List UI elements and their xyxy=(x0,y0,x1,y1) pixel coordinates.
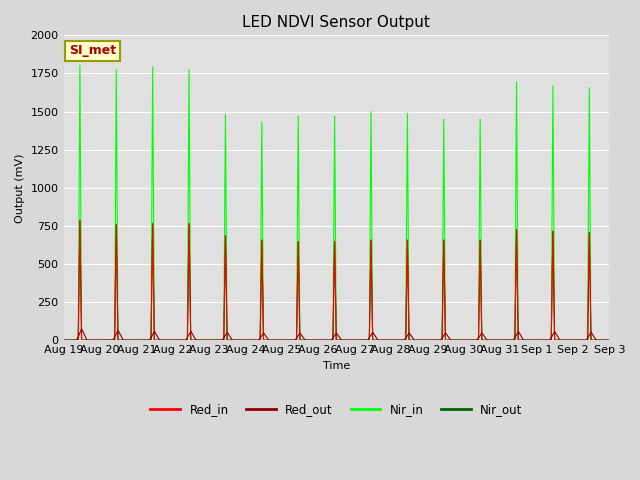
Nir_in xyxy=(177,337,184,343)
Red_in xyxy=(412,337,419,343)
Nir_out xyxy=(490,337,497,343)
Red_in xyxy=(605,337,613,343)
Nir_in xyxy=(412,337,419,343)
Nir_out xyxy=(60,337,67,343)
Red_in xyxy=(177,337,184,343)
Nir_out xyxy=(177,337,184,343)
Nir_out xyxy=(264,337,272,343)
Legend: Red_in, Red_out, Nir_in, Nir_out: Red_in, Red_out, Nir_in, Nir_out xyxy=(146,398,527,420)
Red_in xyxy=(76,218,84,224)
Nir_in xyxy=(60,337,67,343)
Red_out xyxy=(604,337,611,343)
Text: SI_met: SI_met xyxy=(69,45,116,58)
Line: Red_out: Red_out xyxy=(63,329,609,340)
Red_out xyxy=(264,336,272,342)
Red_in xyxy=(604,337,611,343)
Red_out xyxy=(78,326,86,332)
Line: Nir_in: Nir_in xyxy=(63,65,609,340)
Nir_out xyxy=(76,218,84,224)
Nir_in xyxy=(605,337,613,343)
Nir_in xyxy=(171,337,179,343)
Nir_in xyxy=(490,337,497,343)
Nir_in xyxy=(264,337,272,343)
Red_out xyxy=(490,337,497,343)
Red_out xyxy=(412,337,419,343)
Nir_out xyxy=(605,337,613,343)
Line: Red_in: Red_in xyxy=(63,221,609,340)
Nir_out xyxy=(171,337,179,343)
Nir_out xyxy=(604,337,611,343)
Y-axis label: Output (mV): Output (mV) xyxy=(15,153,25,223)
X-axis label: Time: Time xyxy=(323,360,350,371)
Red_out xyxy=(171,337,179,343)
Red_in xyxy=(490,337,497,343)
Line: Nir_out: Nir_out xyxy=(63,221,609,340)
Red_out xyxy=(60,337,67,343)
Red_out xyxy=(177,337,184,343)
Nir_out xyxy=(412,337,419,343)
Nir_in xyxy=(76,62,84,68)
Nir_in xyxy=(604,337,611,343)
Red_in xyxy=(60,337,67,343)
Red_in xyxy=(264,337,272,343)
Red_in xyxy=(171,337,179,343)
Title: LED NDVI Sensor Output: LED NDVI Sensor Output xyxy=(243,15,430,30)
Red_out xyxy=(605,337,613,343)
